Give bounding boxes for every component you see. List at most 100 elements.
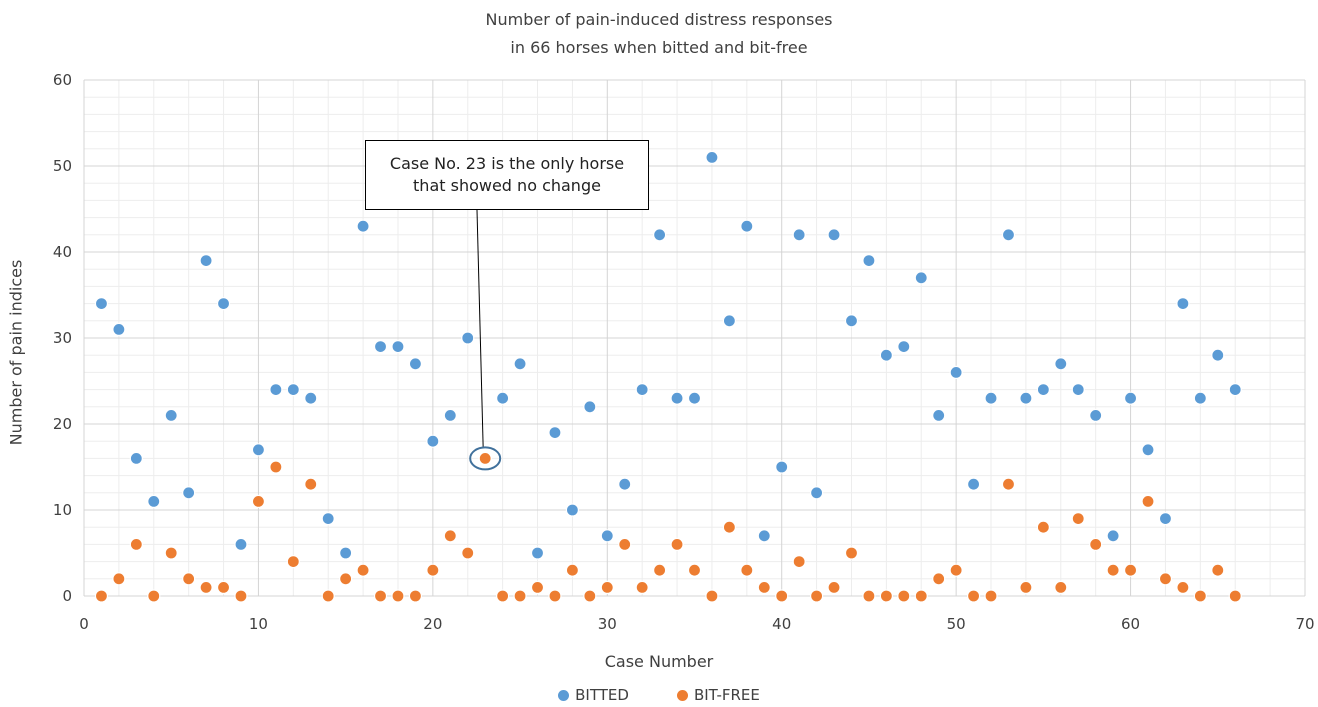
point-bit-free: [408, 589, 423, 603]
point-bitted: [635, 383, 649, 397]
point-bitted: [583, 400, 597, 414]
y-tick-label: 20: [53, 415, 72, 433]
x-tick-label: 30: [598, 615, 617, 633]
point-bitted: [1089, 408, 1103, 422]
point-bitted: [1123, 391, 1138, 405]
point-bitted: [740, 219, 754, 233]
y-tick-label: 60: [53, 71, 72, 89]
point-bitted: [687, 391, 702, 405]
point-bitted: [1141, 443, 1155, 457]
point-bit-free: [216, 580, 231, 595]
point-bit-free: [1089, 537, 1103, 552]
point-bitted: [1228, 383, 1242, 397]
point-bitted: [426, 434, 440, 448]
point-bit-free: [269, 460, 283, 474]
point-bitted: [984, 391, 998, 405]
point-bit-free: [897, 589, 911, 603]
x-tick-label: 40: [772, 615, 791, 633]
x-tick-label: 70: [1295, 615, 1314, 633]
point-bit-free: [461, 546, 475, 560]
x-axis-label: Case Number: [604, 652, 714, 671]
point-bitted: [1158, 511, 1173, 526]
point-bitted: [1071, 383, 1085, 397]
point-bitted: [496, 391, 510, 405]
point-bit-free: [373, 589, 388, 603]
point-bit-free: [356, 563, 370, 577]
x-tick-label: 60: [1121, 615, 1140, 633]
point-bitted: [670, 391, 684, 405]
point-bit-free: [687, 563, 702, 577]
point-bit-free: [722, 520, 736, 534]
point-bit-free: [1019, 580, 1033, 595]
point-bit-free: [618, 537, 632, 552]
point-bit-free: [844, 546, 859, 560]
point-bitted: [373, 340, 388, 354]
y-tick-label: 10: [53, 501, 72, 519]
point-bit-free: [705, 589, 719, 603]
point-bit-free: [1228, 589, 1242, 603]
point-bit-free: [1036, 520, 1050, 534]
y-axis-label: Number of pain indices: [6, 259, 26, 446]
legend-marker-bitted: [558, 689, 570, 701]
chart-title-line-1: Number of pain-induced distress response…: [485, 10, 833, 29]
legend-item-bit-free: BIT-FREE: [676, 686, 760, 704]
point-bitted: [618, 477, 632, 491]
point-bit-free: [862, 589, 876, 603]
point-bit-free: [949, 563, 963, 577]
point-bitted: [565, 503, 580, 517]
point-bitted: [966, 477, 981, 491]
point-bit-free: [182, 572, 196, 586]
point-bitted: [914, 271, 928, 285]
point-bitted: [129, 451, 143, 465]
point-bitted: [600, 529, 614, 543]
point-bitted: [304, 391, 318, 405]
point-bit-free: [757, 580, 771, 595]
point-bitted: [94, 297, 109, 311]
point-bit-free: [635, 580, 649, 595]
point-bit-free: [809, 589, 824, 603]
point-bitted: [164, 408, 178, 422]
point-bit-free: [600, 580, 614, 595]
point-bitted: [408, 357, 423, 371]
point-bit-free: [966, 589, 981, 603]
y-tick-label: 40: [53, 243, 72, 261]
legend-marker-bit-free: [676, 689, 688, 701]
point-bit-free: [1001, 477, 1016, 491]
y-tick-label: 30: [53, 329, 72, 347]
point-bit-free: [879, 589, 893, 603]
point-bit-free: [1106, 563, 1120, 577]
point-bitted: [339, 546, 353, 560]
x-tick-label: 0: [79, 615, 89, 633]
point-bitted: [1211, 348, 1225, 362]
point-bit-free: [164, 546, 178, 560]
point-bit-free: [129, 537, 143, 552]
annotation-line-2: that showed no change: [413, 176, 601, 195]
point-bit-free: [932, 572, 946, 586]
point-bit-free: [548, 589, 562, 603]
point-bitted: [234, 537, 248, 552]
legend-label-bit-free: BIT-FREE: [693, 686, 760, 704]
point-bit-free: [530, 580, 545, 595]
point-bit-free: [1211, 563, 1225, 577]
point-bitted: [269, 383, 283, 397]
point-bitted: [1019, 391, 1033, 405]
x-tick-label: 10: [249, 615, 268, 633]
point-bitted: [513, 357, 527, 371]
point-bitted: [391, 340, 405, 354]
point-bit-free: [653, 563, 667, 577]
legend-label-bitted: BITTED: [575, 686, 629, 704]
point-bitted: [286, 383, 300, 397]
point-bitted: [932, 408, 946, 422]
point-bitted: [809, 486, 824, 500]
point-bitted: [949, 365, 963, 379]
point-bit-free: [1071, 511, 1085, 526]
point-bit-free: [199, 580, 213, 595]
point-bitted: [862, 254, 876, 268]
point-bitted: [1193, 391, 1207, 405]
point-bit-free: [1176, 580, 1190, 595]
point-bitted: [461, 331, 475, 345]
point-bit-free: [426, 563, 440, 577]
point-bit-free: [147, 589, 161, 603]
grid: [83, 79, 1306, 597]
